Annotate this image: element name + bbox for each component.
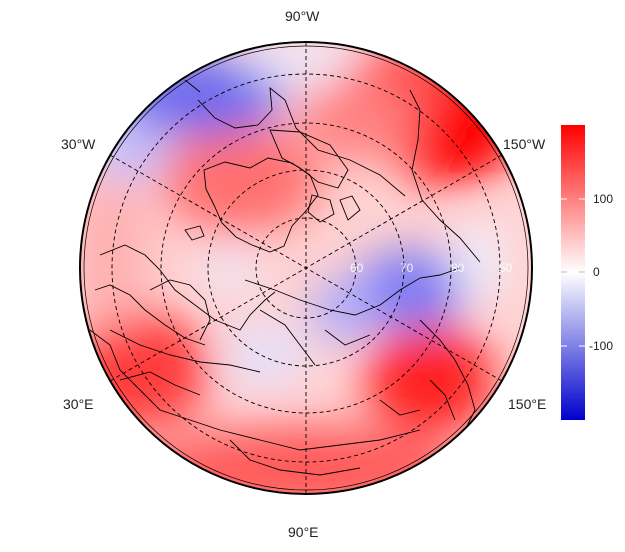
ring-labels: 60 70 80 50	[350, 261, 513, 275]
lon-label-lower-left: 30°E	[63, 396, 94, 412]
lon-label-lower-right: 150°E	[508, 396, 547, 412]
ring-label-80: 80	[451, 261, 465, 275]
lon-label-upper-left: 30°W	[61, 136, 96, 152]
colorbar-label-0: 0	[593, 265, 600, 279]
ring-label-70: 70	[400, 261, 414, 275]
scandinavia-coast	[149, 279, 211, 341]
europe-coast	[99, 244, 276, 331]
latitude-ring-70	[207, 169, 405, 367]
canadian-archipelago	[269, 129, 349, 189]
meridian-150	[109, 154, 503, 382]
lon-label-top: 90°W	[285, 8, 320, 24]
ring-label-50: 50	[499, 261, 513, 275]
map-outline	[79, 41, 533, 495]
graticule	[109, 42, 503, 494]
greenland-coast	[203, 157, 319, 253]
lon-label-bottom: 90°E	[288, 524, 319, 540]
asia-coast	[244, 267, 461, 316]
colorbar-label-minus100: -100	[589, 339, 614, 353]
colorbar-label-100: 100	[593, 192, 614, 206]
anomaly-field	[80, 42, 532, 494]
ring-label-60: 60	[350, 261, 364, 275]
east-asia-coast	[419, 319, 476, 431]
iceland-coast	[184, 225, 205, 241]
lon-label-upper-right: 150°W	[503, 136, 546, 152]
north-america-coast	[197, 86, 406, 197]
